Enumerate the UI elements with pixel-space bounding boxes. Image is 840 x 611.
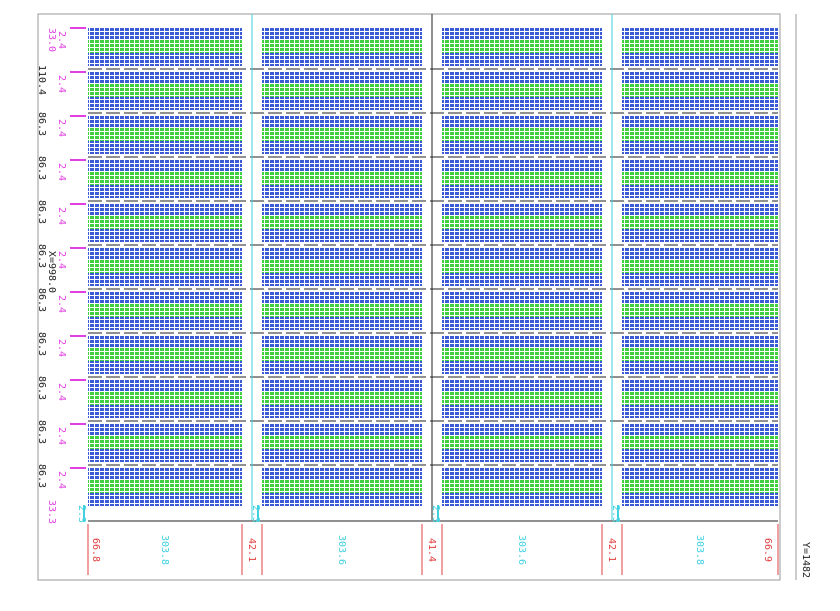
row-dim-label: 110.4 xyxy=(36,65,47,95)
array-block-core xyxy=(442,392,602,405)
array-block-core xyxy=(88,436,242,449)
array-block-core xyxy=(88,260,242,273)
array-block-core xyxy=(622,84,778,97)
column-dim-label: 303.8 xyxy=(694,535,705,565)
row-dim-label: 86.3 xyxy=(36,420,47,444)
array-block-core xyxy=(442,40,602,53)
array-block-core xyxy=(88,304,242,317)
array-block-core xyxy=(622,304,778,317)
array-block-core xyxy=(262,216,422,229)
row-gap-label: 2.4 xyxy=(56,163,67,181)
x-coordinate: X=998.0 xyxy=(46,251,57,293)
column-gap-label: 2.3 xyxy=(610,505,621,523)
array-block-core xyxy=(262,172,422,185)
row-dim-label: 86.3 xyxy=(36,112,47,136)
column-dim-label: 41.4 xyxy=(426,538,437,562)
array-block-core xyxy=(88,480,242,493)
row-dim-label: 86.3 xyxy=(36,156,47,180)
column-gap-label: 2.3 xyxy=(250,505,261,523)
bottom-margin-label: 33.3 xyxy=(46,500,57,524)
y-coordinate: Y=1482 xyxy=(800,542,811,578)
array-block-core xyxy=(88,84,242,97)
array-block-core xyxy=(622,436,778,449)
row-dim-label: 86.3 xyxy=(36,376,47,400)
row-gap-label: 2.4 xyxy=(56,471,67,489)
row-gap-label: 2.4 xyxy=(56,75,67,93)
array-block-core xyxy=(442,84,602,97)
column-gap-label: 2.3 xyxy=(430,505,441,523)
row-gap-label: 2.4 xyxy=(56,207,67,225)
column-dim-label: 66.8 xyxy=(90,538,101,562)
row-dim-label: 86.3 xyxy=(36,332,47,356)
column-dim-label: 42.1 xyxy=(606,538,617,562)
array-block-core xyxy=(442,480,602,493)
row-dim-label: 86.3 xyxy=(36,200,47,224)
column-gap-label: 2.3 xyxy=(76,505,87,523)
column-dim-label: 42.1 xyxy=(246,538,257,562)
array-block-core xyxy=(622,392,778,405)
row-gap-label: 2.4 xyxy=(56,383,67,401)
row-gap-label: 2.4 xyxy=(56,427,67,445)
array-block-core xyxy=(622,40,778,53)
array-block-core xyxy=(262,392,422,405)
array-block-core xyxy=(88,348,242,361)
array-block-core xyxy=(262,480,422,493)
frame xyxy=(37,13,781,581)
column-dim-label: 303.6 xyxy=(336,535,347,565)
array-block-core xyxy=(262,348,422,361)
array-block-core xyxy=(88,392,242,405)
array-block-core xyxy=(262,304,422,317)
row-dim-label: 86.3 xyxy=(36,464,47,488)
array-block-core xyxy=(262,84,422,97)
array-block-core xyxy=(622,128,778,141)
row-gap-label: 2.4 xyxy=(56,119,67,137)
array-block-core xyxy=(262,260,422,273)
array-block-core xyxy=(262,436,422,449)
array-block-core xyxy=(88,216,242,229)
column-dim-label: 303.8 xyxy=(159,535,170,565)
row-dim-label: 86.3 xyxy=(36,288,47,312)
array-block-core xyxy=(442,348,602,361)
array-block-core xyxy=(622,348,778,361)
array-block-core xyxy=(88,40,242,53)
row-dim-label: 86.3 xyxy=(36,244,47,268)
top-margin-label: 33.0 xyxy=(46,28,57,52)
row-gap-label: 2.4 xyxy=(56,251,67,269)
array-block-core xyxy=(622,216,778,229)
column-dim-label: 66.9 xyxy=(762,538,773,562)
array-block-core xyxy=(622,172,778,185)
content: 2.42.42.42.42.42.42.42.42.42.42.433.0110… xyxy=(36,14,811,578)
array-block-core xyxy=(88,172,242,185)
array-block-core xyxy=(622,480,778,493)
array-block-core xyxy=(88,128,242,141)
array-block-core xyxy=(622,260,778,273)
array-block-core xyxy=(442,304,602,317)
array-block-core xyxy=(442,436,602,449)
array-block-core xyxy=(262,40,422,53)
row-gap-label: 2.4 xyxy=(56,339,67,357)
array-block-core xyxy=(442,216,602,229)
array-block-core xyxy=(442,128,602,141)
row-gap-label: 2.4 xyxy=(56,31,67,49)
array-block-core xyxy=(442,172,602,185)
array-block-core xyxy=(442,260,602,273)
array-block-core xyxy=(262,128,422,141)
row-gap-label: 2.4 xyxy=(56,295,67,313)
column-dim-label: 303.6 xyxy=(516,535,527,565)
